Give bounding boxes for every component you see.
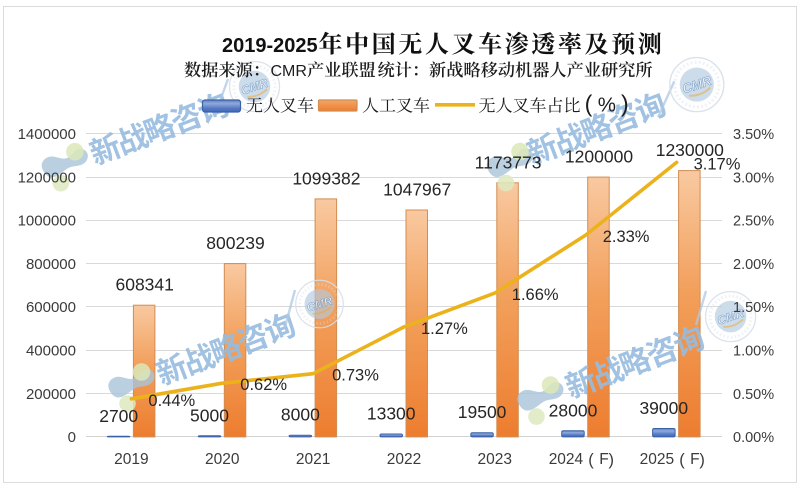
svg-text:(: ( [679, 451, 685, 469]
svg-text:5000: 5000 [190, 405, 229, 425]
svg-text:13300: 13300 [367, 404, 416, 424]
svg-text:39000: 39000 [639, 398, 688, 418]
svg-text:2019: 2019 [114, 451, 148, 468]
svg-text:2.00%: 2.00% [733, 257, 774, 273]
svg-text:0.50%: 0.50% [733, 387, 774, 403]
svg-text:2021: 2021 [296, 451, 330, 468]
svg-text:2023: 2023 [478, 451, 512, 468]
svg-text:800000: 800000 [26, 256, 76, 273]
svg-text:2700: 2700 [99, 406, 138, 426]
svg-text:%: % [598, 94, 616, 117]
svg-text:200000: 200000 [26, 386, 76, 403]
svg-text:400000: 400000 [26, 343, 76, 360]
svg-text:F: F [690, 451, 699, 468]
svg-text:2022: 2022 [387, 451, 421, 468]
svg-text:1.27%: 1.27% [421, 320, 468, 338]
svg-text:): ) [609, 451, 615, 469]
svg-text:F: F [599, 451, 608, 468]
svg-text:0: 0 [68, 429, 76, 446]
svg-text:2025: 2025 [640, 451, 674, 468]
svg-text:19500: 19500 [458, 402, 507, 422]
svg-text:0.00%: 0.00% [733, 430, 774, 446]
svg-text:8000: 8000 [281, 405, 320, 425]
svg-text:2.50%: 2.50% [733, 214, 774, 230]
svg-text:600000: 600000 [26, 299, 76, 316]
svg-text:1.00%: 1.00% [733, 344, 774, 360]
svg-text:CMR: CMR [271, 63, 307, 80]
svg-text:1200000: 1200000 [565, 147, 633, 167]
svg-text:1099382: 1099382 [292, 168, 360, 188]
svg-text:3.17%: 3.17% [694, 155, 741, 173]
svg-text:(: ( [588, 451, 594, 469]
svg-text:1173773: 1173773 [475, 152, 542, 172]
svg-text:1000000: 1000000 [18, 213, 76, 230]
svg-text:3.00%: 3.00% [733, 170, 774, 186]
svg-text:): ) [621, 91, 629, 117]
svg-text:0.44%: 0.44% [148, 392, 195, 410]
svg-text:608341: 608341 [115, 275, 173, 295]
svg-text:1230000: 1230000 [656, 140, 724, 160]
svg-text:): ) [699, 451, 705, 469]
svg-text:2020: 2020 [205, 451, 240, 468]
svg-text:28000: 28000 [549, 400, 598, 420]
svg-text:1200000: 1200000 [18, 169, 76, 186]
svg-text:0.73%: 0.73% [332, 367, 379, 385]
svg-text:2024: 2024 [549, 451, 584, 468]
svg-text:3.50%: 3.50% [733, 127, 774, 143]
svg-text:1400000: 1400000 [18, 126, 76, 143]
svg-text:2019-2025: 2019-2025 [222, 35, 318, 57]
svg-text:800239: 800239 [206, 233, 264, 253]
svg-text:(: ( [585, 91, 593, 117]
svg-text:2.33%: 2.33% [603, 228, 650, 246]
svg-text:0.62%: 0.62% [240, 376, 287, 394]
svg-text:1.50%: 1.50% [733, 300, 774, 316]
svg-text:1.66%: 1.66% [512, 286, 559, 304]
svg-text:1047967: 1047967 [383, 180, 451, 200]
